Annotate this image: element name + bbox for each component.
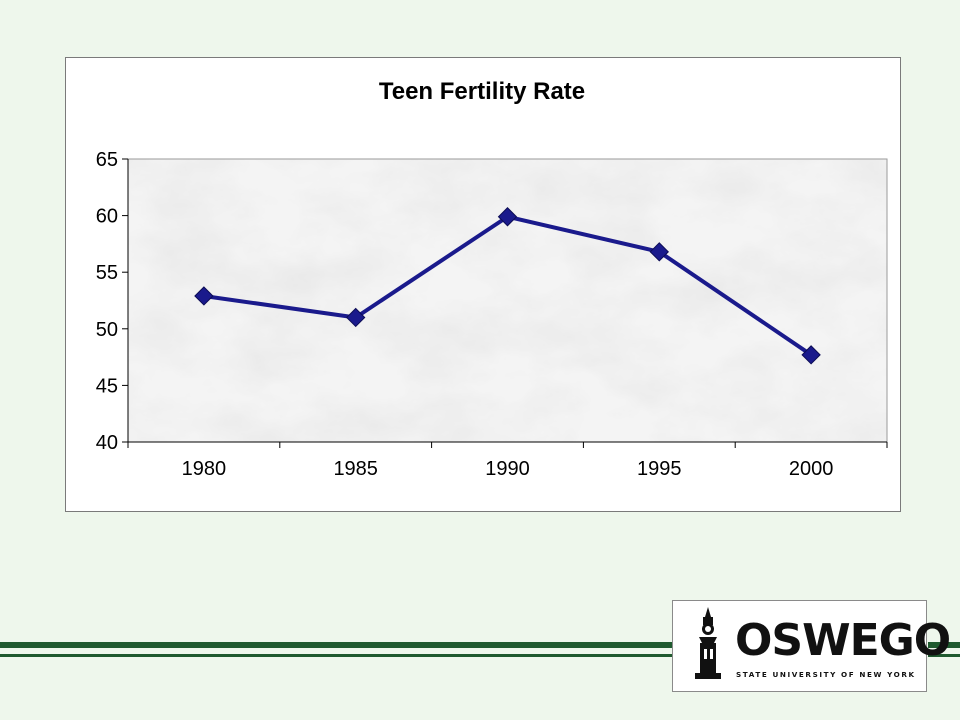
series-group	[194, 207, 821, 365]
footer-rule-thick-right	[928, 642, 960, 648]
data-point-marker	[497, 207, 518, 227]
axes: 40 45 50 55 60 65 1980 1985 1990 1995 2000	[96, 149, 888, 480]
y-tick-label: 65	[96, 149, 118, 171]
teen-fertility-chart: 40 45 50 55 60 65 1980 1985 1990 1995 2000 Teen Fe…	[96, 78, 888, 480]
oswego-logo: OSWEGO STATE UNIVERSITY OF NEW YORK	[672, 600, 951, 692]
x-tick-label: 1990	[485, 458, 530, 480]
x-tick-label: 2000	[789, 458, 834, 480]
data-point-marker	[194, 286, 214, 306]
data-point-marker	[801, 345, 821, 365]
data-point-marker	[649, 242, 670, 262]
clock-tower-icon	[695, 607, 721, 679]
logo-wordmark: OSWEGO	[735, 615, 951, 666]
y-tick-label: 60	[96, 206, 118, 228]
y-tick-label: 40	[96, 432, 118, 454]
y-tick-label: 55	[96, 262, 118, 284]
footer-rule-thin	[0, 654, 672, 657]
chart-frame: 40 45 50 55 60 65 1980 1985 1990 1995 2000 Teen Fe…	[65, 57, 901, 512]
x-tick-label: 1995	[637, 458, 682, 480]
x-tick-label: 1980	[182, 458, 227, 480]
y-tick-label: 50	[96, 319, 118, 341]
data-point-marker	[345, 307, 366, 328]
logo-subtitle: STATE UNIVERSITY OF NEW YORK	[736, 670, 916, 679]
x-tick-label: 1985	[333, 458, 378, 480]
footer-rule-thick	[0, 642, 672, 648]
plot-texture	[128, 159, 887, 442]
y-tick-label: 45	[96, 375, 118, 397]
footer-rule-thin-right	[928, 654, 960, 657]
chart-title: Teen Fertility Rate	[379, 78, 585, 105]
plot-area	[127, 158, 888, 443]
